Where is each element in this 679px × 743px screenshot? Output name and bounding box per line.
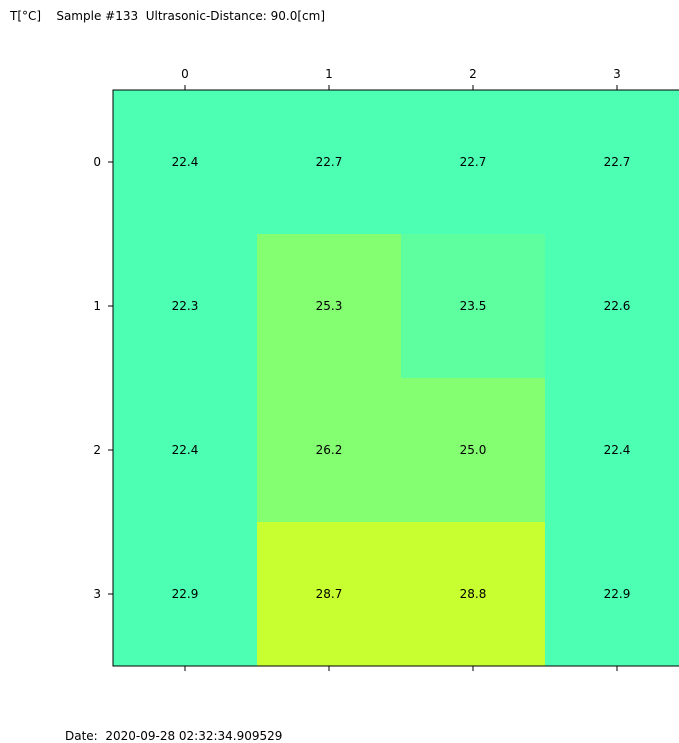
plot-frame bbox=[112, 89, 679, 667]
cell-value-label: 22.4 bbox=[172, 443, 199, 457]
heatmap-cell bbox=[257, 90, 401, 234]
heatmap-cell bbox=[401, 522, 545, 666]
cell-value-label: 25.3 bbox=[316, 299, 343, 313]
heatmap-cell bbox=[257, 234, 401, 378]
cell-value-label: 22.4 bbox=[604, 443, 631, 457]
cell-value-label: 22.3 bbox=[172, 299, 199, 313]
heatmap-cell bbox=[113, 378, 257, 522]
heatmap-cell bbox=[545, 90, 679, 234]
cell-value-label: 22.9 bbox=[172, 587, 199, 601]
y-tick-label: 3 bbox=[93, 587, 101, 601]
heatmap-cell bbox=[401, 378, 545, 522]
y-tick-label: 0 bbox=[93, 155, 101, 169]
heatmap-cell bbox=[545, 234, 679, 378]
heatmap-cell bbox=[113, 234, 257, 378]
x-axis-ticks: 0 1 2 3 bbox=[181, 67, 621, 671]
heatmap-cell bbox=[401, 90, 545, 234]
cell-value-label: 22.7 bbox=[460, 155, 487, 169]
y-tick-label: 1 bbox=[93, 299, 101, 313]
x-tick-label: 3 bbox=[613, 67, 621, 81]
heatmap-cell bbox=[257, 522, 401, 666]
heatmap-cell bbox=[401, 234, 545, 378]
heatmap-cells bbox=[113, 90, 679, 666]
x-tick-label: 0 bbox=[181, 67, 189, 81]
cell-value-label: 25.0 bbox=[460, 443, 487, 457]
cell-value-label: 22.4 bbox=[172, 155, 199, 169]
cell-value-label: 28.8 bbox=[460, 587, 487, 601]
x-tick-label: 1 bbox=[325, 67, 333, 81]
x-tick-label: 2 bbox=[469, 67, 477, 81]
heatmap-cell bbox=[257, 378, 401, 522]
y-tick-label: 2 bbox=[93, 443, 101, 457]
heatmap-cell bbox=[113, 522, 257, 666]
heatmap-cell-labels: 22.4 22.7 22.7 22.7 22.3 25.3 23.5 22.6 22.4 26.2… bbox=[172, 155, 631, 601]
cell-value-label: 26.2 bbox=[316, 443, 343, 457]
cell-value-label: 23.5 bbox=[460, 299, 487, 313]
cell-value-label: 22.7 bbox=[316, 155, 343, 169]
heatmap-cell bbox=[545, 522, 679, 666]
heatmap-cell bbox=[113, 90, 257, 234]
cell-value-label: 28.7 bbox=[316, 587, 343, 601]
cell-value-label: 22.6 bbox=[604, 299, 631, 313]
cell-value-label: 22.7 bbox=[604, 155, 631, 169]
cell-value-label: 22.9 bbox=[604, 587, 631, 601]
date-footer: Date: 2020-09-28 02:32:34.909529 bbox=[65, 729, 283, 743]
chart-title: T[°C] Sample #133 Ultrasonic-Distance: 9… bbox=[10, 9, 325, 23]
heatmap-cell bbox=[545, 378, 679, 522]
y-axis-ticks: 0 1 2 3 bbox=[93, 155, 113, 601]
